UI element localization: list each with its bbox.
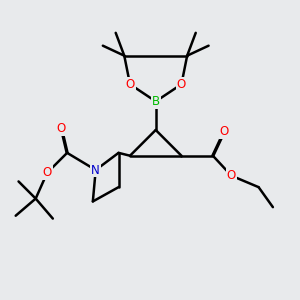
Text: O: O — [227, 169, 236, 182]
Text: O: O — [220, 125, 229, 138]
Text: O: O — [125, 78, 135, 91]
Text: N: N — [91, 164, 100, 176]
Text: B: B — [152, 95, 160, 108]
Text: O: O — [57, 122, 66, 135]
Text: O: O — [177, 78, 186, 91]
Text: O: O — [43, 167, 52, 179]
